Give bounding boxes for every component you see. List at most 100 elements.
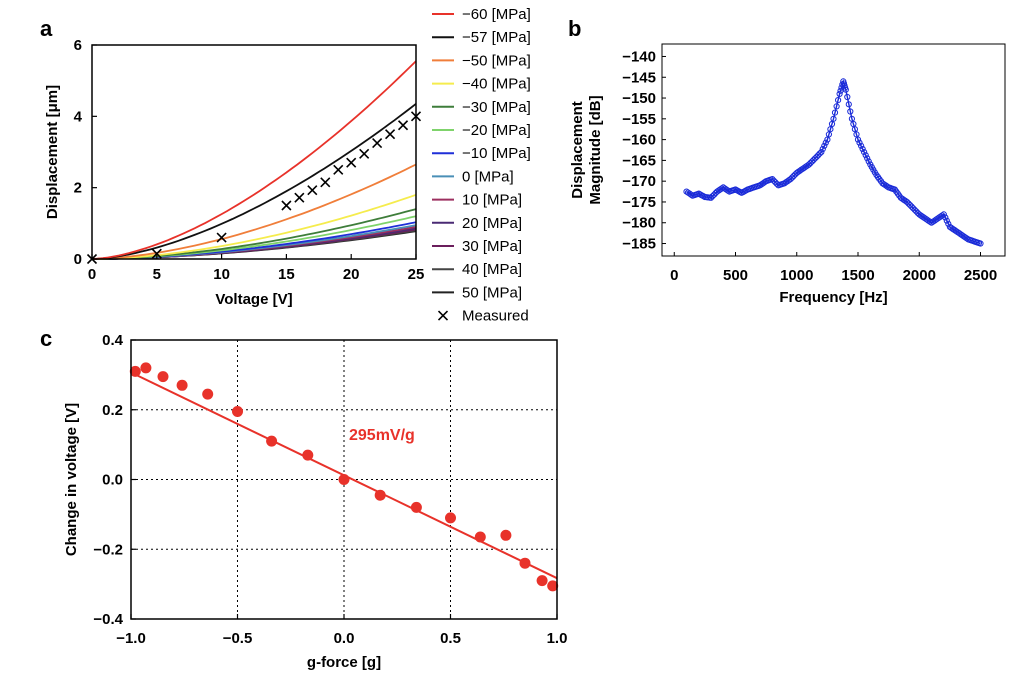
x-tick-label: 1500 bbox=[841, 267, 874, 284]
legend-label: −10 [MPa] bbox=[462, 145, 531, 162]
x-tick-label: 0.0 bbox=[334, 630, 355, 647]
frequency-point bbox=[818, 149, 825, 156]
frequency-point bbox=[862, 152, 869, 159]
frequency-point bbox=[709, 193, 716, 200]
y-tick-label: 4 bbox=[74, 108, 83, 125]
frequency-point bbox=[856, 139, 863, 146]
frequency-point bbox=[854, 136, 862, 143]
frequency-point bbox=[913, 208, 920, 215]
x-tick-label: 10 bbox=[213, 266, 230, 283]
panel-a-legend: −60 [MPa] −57 [MPa] −50 [MPa] −40 [MPa] −30 … bbox=[432, 6, 531, 325]
frequency-point bbox=[812, 155, 819, 162]
frequency-point bbox=[724, 187, 731, 194]
panel-b-ticks: 0 500 1000 1500 2000 2500 −140 −145 −150 −155 −160… bbox=[622, 48, 997, 284]
panel-a-series-group bbox=[91, 60, 417, 260]
measured-point bbox=[307, 185, 318, 196]
x-tick-label: 1.0 bbox=[547, 630, 568, 647]
y-tick-label: −160 bbox=[622, 132, 656, 149]
measured-mark-stroke bbox=[372, 138, 383, 149]
legend-label: −40 [MPa] bbox=[462, 76, 531, 93]
data-point bbox=[474, 531, 486, 543]
data-point bbox=[157, 371, 169, 383]
panel-b-xlabel: Frequency [Hz] bbox=[779, 289, 887, 306]
measured-mark-stroke bbox=[320, 177, 331, 188]
panel-b-ylabel-line2: Magnitude [dB] bbox=[587, 95, 604, 204]
frequency-point bbox=[879, 180, 886, 187]
frequency-point bbox=[831, 109, 839, 116]
legend-label: 20 [MPa] bbox=[462, 215, 522, 232]
y-tick-label: −180 bbox=[622, 215, 656, 232]
frequency-point bbox=[805, 161, 813, 168]
y-tick-label: −150 bbox=[622, 90, 656, 107]
x-tick-label: 500 bbox=[723, 267, 748, 284]
measured-point bbox=[359, 148, 370, 159]
legend-label: −30 [MPa] bbox=[462, 99, 531, 116]
legend-measured-mark bbox=[437, 310, 449, 321]
frequency-point bbox=[683, 188, 690, 195]
x-tick-label: 20 bbox=[343, 266, 360, 283]
frequency-point bbox=[861, 149, 868, 156]
measured-point bbox=[216, 232, 227, 243]
series-line-−57 [MPa] bbox=[91, 103, 417, 260]
frequency-point bbox=[939, 212, 946, 219]
legend-label: 0 [MPa] bbox=[462, 168, 514, 185]
frequency-point bbox=[910, 205, 917, 212]
data-point bbox=[129, 365, 141, 377]
x-tick-label: 5 bbox=[153, 266, 161, 283]
measured-mark-stroke bbox=[397, 120, 409, 131]
x-tick-label: 1000 bbox=[780, 267, 813, 284]
frequency-point bbox=[952, 228, 960, 235]
data-point bbox=[519, 557, 531, 569]
frequency-point bbox=[790, 172, 797, 180]
panel-c-ylabel: Change in voltage [V] bbox=[63, 403, 80, 556]
data-point bbox=[410, 501, 422, 513]
data-point bbox=[500, 529, 512, 541]
data-point bbox=[536, 575, 548, 587]
frequency-point bbox=[707, 194, 715, 201]
frequency-point bbox=[928, 219, 935, 226]
panel-c-gforce-chart: −1.0 −0.5 0.0 0.5 1.0 0.4 0.2 0.0 −0.2 −0.4 295mV… bbox=[63, 332, 567, 671]
panel-letter-b: b bbox=[568, 16, 581, 41]
panel-c-slope-annotation: 295mV/g bbox=[349, 427, 415, 444]
legend-label: −50 [MPa] bbox=[462, 52, 531, 69]
data-point bbox=[266, 435, 278, 447]
y-tick-label: −185 bbox=[622, 236, 656, 253]
x-tick-label: −1.0 bbox=[116, 630, 146, 647]
measured-point bbox=[333, 164, 344, 175]
measured-mark-stroke bbox=[281, 200, 292, 211]
measured-point bbox=[294, 192, 305, 203]
frequency-point bbox=[835, 97, 842, 104]
frequency-point bbox=[942, 214, 949, 221]
frequency-point bbox=[864, 155, 871, 162]
x-tick-label: 2500 bbox=[964, 267, 997, 284]
panel-b-series bbox=[683, 78, 984, 247]
frequency-point bbox=[903, 198, 911, 206]
x-tick-label: 25 bbox=[408, 266, 425, 283]
data-point bbox=[338, 474, 350, 485]
y-tick-label: 0.0 bbox=[102, 472, 123, 489]
frequency-point bbox=[945, 220, 952, 227]
legend-label: 50 [MPa] bbox=[462, 284, 522, 301]
legend-label: −57 [MPa] bbox=[462, 29, 531, 46]
frequency-point bbox=[807, 159, 814, 167]
frequency-point bbox=[940, 211, 947, 218]
frequency-point bbox=[943, 217, 950, 224]
y-tick-label: −165 bbox=[622, 152, 656, 169]
frequency-point bbox=[816, 150, 823, 157]
panel-b-plot-frame bbox=[661, 43, 1006, 257]
data-point bbox=[445, 512, 456, 524]
measured-point bbox=[397, 120, 409, 131]
y-tick-label: 0.4 bbox=[102, 332, 124, 349]
frequency-point bbox=[905, 200, 912, 207]
measured-mark-stroke bbox=[294, 192, 305, 203]
y-tick-label: −155 bbox=[622, 111, 656, 128]
measured-mark-stroke bbox=[151, 248, 162, 259]
measured-mark-stroke bbox=[333, 164, 344, 175]
measured-mark-stroke bbox=[346, 157, 357, 168]
y-tick-label: 0 bbox=[74, 251, 82, 268]
measured-point bbox=[385, 129, 396, 140]
measured-mark-stroke bbox=[216, 232, 227, 243]
y-tick-label: −0.2 bbox=[93, 541, 123, 558]
y-tick-label: 2 bbox=[74, 180, 82, 197]
measured-point bbox=[346, 157, 357, 168]
